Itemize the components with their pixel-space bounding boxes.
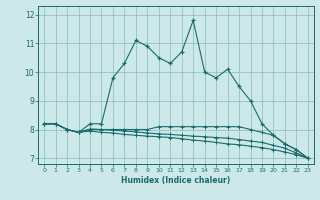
X-axis label: Humidex (Indice chaleur): Humidex (Indice chaleur) — [121, 176, 231, 185]
